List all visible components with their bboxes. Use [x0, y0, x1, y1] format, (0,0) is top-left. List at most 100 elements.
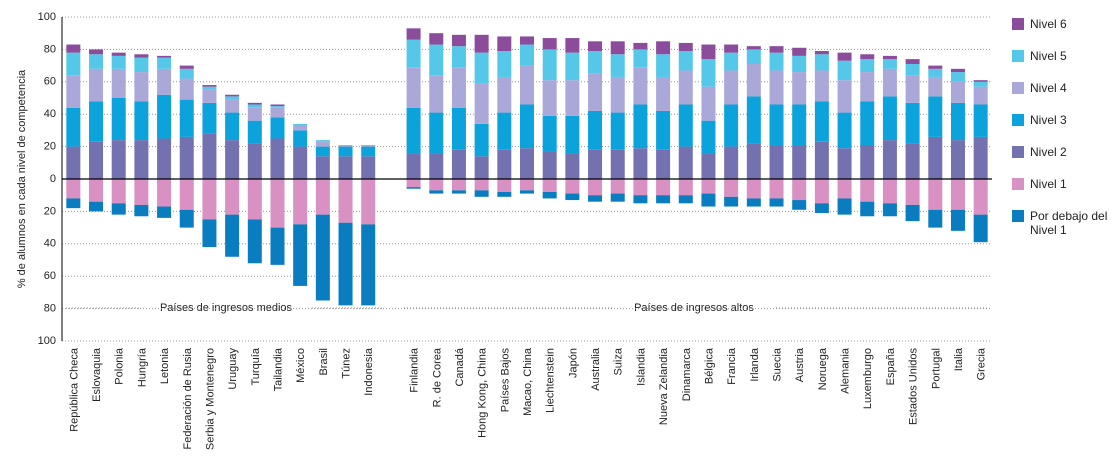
- bar-segment: [882, 68, 897, 97]
- bar-segment: [225, 94, 240, 97]
- bar-segment: [973, 136, 988, 179]
- bar-segment: [542, 80, 557, 116]
- x-tick-label: Brasil: [318, 348, 330, 376]
- bar-segment: [202, 102, 217, 134]
- bar-segment: [451, 34, 466, 47]
- bar-segment: [338, 179, 353, 223]
- x-tick-label: Islandia: [635, 347, 647, 386]
- bar-segment: [497, 36, 512, 52]
- bar-segment: [860, 101, 875, 145]
- bar-segment: [179, 65, 194, 69]
- bar-segment: [860, 59, 875, 73]
- bar-segment: [656, 195, 671, 204]
- bar-segment: [610, 193, 625, 202]
- bar-segment: [293, 224, 308, 286]
- bar-segment: [111, 203, 126, 215]
- bar-segment: [588, 51, 603, 74]
- bar-segment: [814, 51, 829, 55]
- bar-segment: [928, 96, 943, 137]
- bar-segment: [701, 193, 716, 207]
- bar-segment: [542, 191, 557, 199]
- bar-segment: [225, 96, 240, 100]
- bar-segment: [429, 112, 444, 154]
- bar-segment: [89, 101, 104, 142]
- bar-segment: [247, 107, 262, 121]
- bar-segment: [542, 115, 557, 152]
- bar-segment: [179, 68, 194, 79]
- x-tick-label: Liechtenstein: [545, 348, 557, 413]
- bar-segment: [474, 123, 489, 157]
- legend-swatch: [1012, 210, 1024, 222]
- bar-segment: [565, 179, 580, 194]
- bar-segment: [905, 204, 920, 222]
- bar-segment: [179, 78, 194, 100]
- bar-segment: [701, 86, 716, 121]
- bar-segment: [724, 52, 739, 71]
- bar-segment: [837, 148, 852, 179]
- x-tick-label: Canadá: [454, 347, 466, 386]
- y-tick-label: 100: [38, 11, 56, 23]
- bar-segment: [497, 112, 512, 150]
- bar-segment: [973, 214, 988, 243]
- bar-segment: [157, 138, 172, 179]
- bar-segment: [225, 214, 240, 257]
- bar-segment: [338, 144, 353, 147]
- x-tick-label: Luxemburgo: [862, 348, 874, 409]
- bar-segment: [656, 110, 671, 150]
- bar-segment: [678, 42, 693, 52]
- bar-segment: [520, 44, 534, 66]
- bar-segment: [474, 190, 489, 197]
- bar-segment: [678, 51, 693, 71]
- legend-label: Nivel 6: [1030, 17, 1067, 31]
- bar-segment: [746, 46, 761, 50]
- bar-segment: [950, 179, 965, 210]
- x-tick-label: Irlanda: [749, 347, 761, 382]
- x-tick-label: Macao, China: [522, 347, 534, 416]
- x-tick-label: R. de Corea: [431, 347, 443, 407]
- bar-segment: [134, 54, 149, 58]
- bar-segment: [225, 140, 240, 179]
- bar-segment: [451, 107, 466, 150]
- bar-segment: [814, 179, 829, 204]
- x-tick-label: Tailandia: [272, 347, 284, 391]
- bar-segment: [950, 81, 965, 103]
- bar-segment: [111, 52, 126, 56]
- bar-segment: [678, 179, 693, 196]
- bar-segment: [225, 112, 240, 141]
- bar-segment: [202, 86, 217, 90]
- x-tick-label: Eslovaquia: [91, 347, 103, 402]
- bar-segment: [429, 44, 444, 76]
- bar-segment: [837, 52, 852, 61]
- bar-segment: [746, 49, 761, 64]
- bar-segment: [542, 38, 557, 50]
- bar-segment: [293, 123, 308, 126]
- x-tick-label: Turquía: [250, 347, 262, 385]
- bar-segment: [520, 65, 534, 105]
- bar-segment: [678, 70, 693, 105]
- bar-segment: [769, 198, 784, 207]
- bar-segment: [565, 193, 580, 201]
- bar-segment: [361, 146, 376, 157]
- x-tick-label: Uruguay: [227, 348, 239, 390]
- bar-segment: [678, 146, 693, 179]
- x-tick-label: Serbia y Montenegro: [204, 348, 216, 450]
- bar-segment: [656, 54, 671, 77]
- bar-segment: [89, 201, 104, 212]
- bar-segment: [814, 54, 829, 71]
- bar-segment: [565, 115, 580, 154]
- bar-segment: [89, 68, 104, 102]
- bar-segment: [134, 179, 149, 205]
- bar-segment: [134, 101, 149, 141]
- bar-segment: [157, 179, 172, 207]
- y-tick-label: 100: [38, 335, 56, 347]
- bar-segment: [157, 55, 172, 58]
- bar-segment: [315, 141, 330, 147]
- group-label: Países de ingresos medios: [160, 302, 293, 314]
- bars: [66, 28, 988, 306]
- bar-segment: [928, 76, 943, 97]
- bar-segment: [247, 219, 262, 264]
- bar-segment: [860, 144, 875, 179]
- bar-segment: [905, 75, 920, 103]
- x-tick-label: Hong Kong, China: [477, 347, 489, 438]
- bar-segment: [157, 57, 172, 69]
